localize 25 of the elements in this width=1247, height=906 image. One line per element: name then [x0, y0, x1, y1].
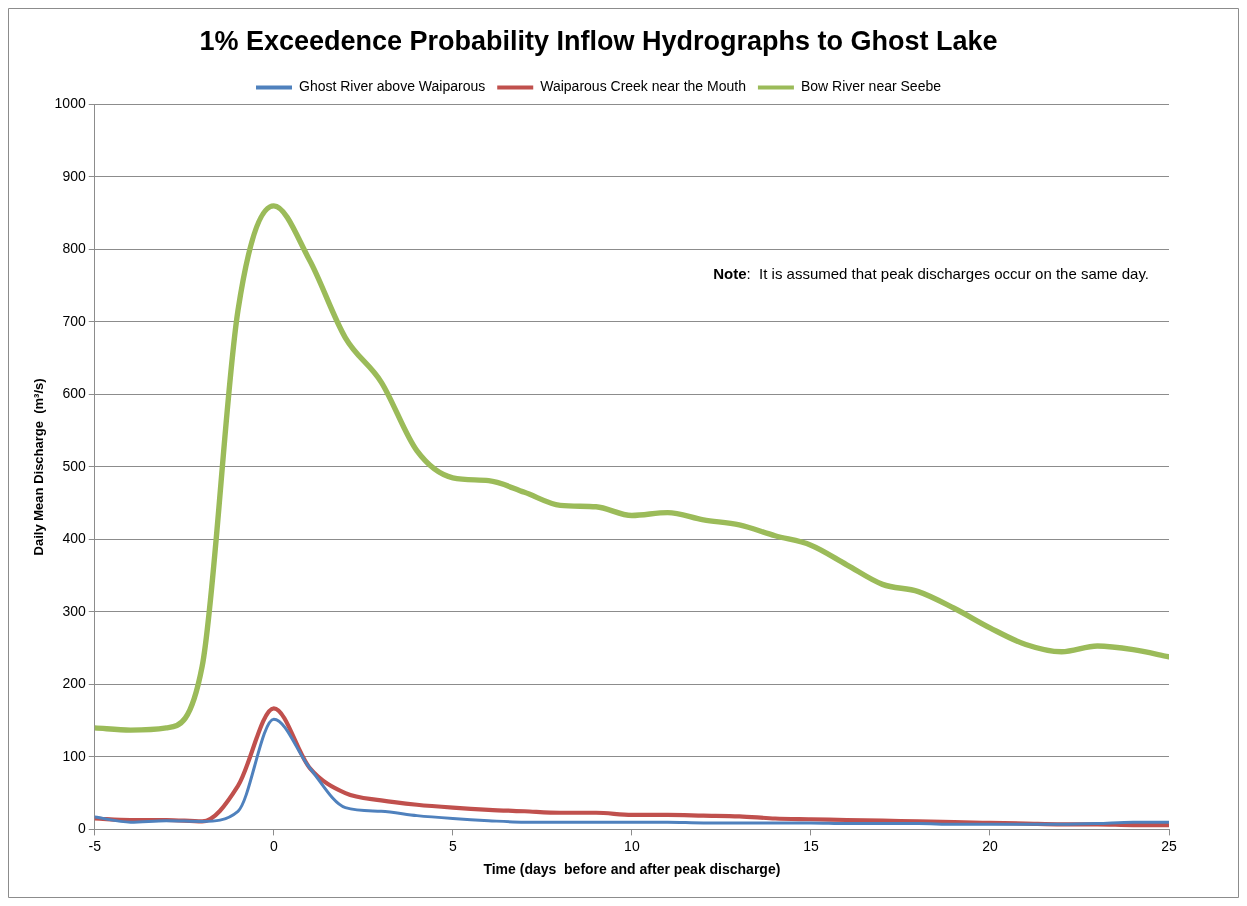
x-tick-label: -5 — [88, 837, 102, 854]
y-tick-label: 400 — [62, 530, 86, 547]
legend-label: Waiparous Creek near the Mouth — [540, 78, 746, 95]
chart-title: 1% Exceedence Probability Inflow Hydrographs to Ghost Lake — [199, 25, 998, 56]
y-tick-label: 0 — [77, 820, 86, 837]
y-tick-label: 600 — [62, 385, 86, 402]
y-tick-label: 900 — [62, 167, 86, 184]
x-tick-label: 20 — [982, 837, 998, 854]
x-tick-label: 0 — [269, 837, 278, 854]
y-tick-label: 200 — [62, 675, 86, 692]
x-axis-title: Time (days before and after peak discharge) — [483, 861, 781, 878]
legend-label: Ghost River above Waiparous — [299, 78, 486, 95]
legend-label: Bow River near Seebe — [800, 78, 942, 95]
x-tick-label: 10 — [624, 837, 640, 854]
y-tick-label: 1000 — [54, 95, 86, 112]
x-tick-label: 25 — [1161, 837, 1177, 854]
y-tick-label: 300 — [62, 602, 86, 619]
y-tick-label: 500 — [62, 457, 86, 474]
x-tick-label: 15 — [803, 837, 819, 854]
y-tick-label: 700 — [62, 312, 86, 329]
y-tick-label: 100 — [62, 747, 86, 764]
annotation: Note: It is assumed that peak discharges occur on the same day. — [713, 264, 1150, 282]
y-tick-label: 800 — [62, 240, 86, 257]
y-axis-title: Daily Mean Discharge (m³/s) — [31, 378, 47, 556]
x-tick-label: 5 — [448, 837, 457, 854]
